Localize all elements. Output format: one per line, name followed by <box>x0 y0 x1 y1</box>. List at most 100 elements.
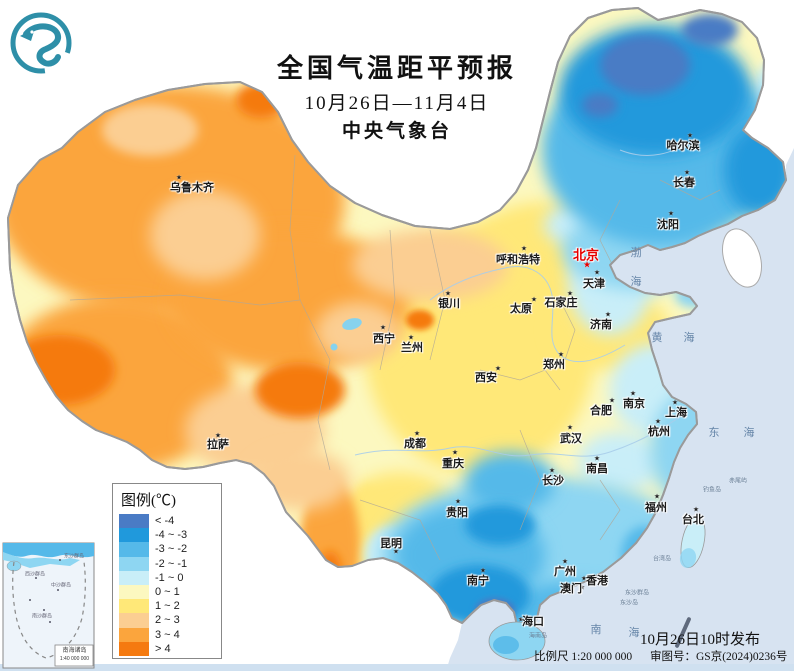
city-marker-star: ★ <box>520 245 528 253</box>
city-marker-star: ★ <box>379 324 387 332</box>
city-label: 上海 <box>665 407 687 419</box>
small-lake <box>330 343 338 351</box>
city-marker-star: ★ <box>479 567 487 575</box>
legend-item: > 4 <box>119 641 221 656</box>
island-label: 台湾岛 <box>652 556 672 563</box>
city-label: 南京 <box>623 398 645 410</box>
city-marker-star: ★ <box>593 455 601 463</box>
legend-swatch <box>119 556 149 571</box>
city-label: 长沙 <box>542 475 564 487</box>
island-label: 海南岛 <box>528 633 548 640</box>
sea-name-glyph: 海 <box>683 332 695 344</box>
legend-label: -3 ~ -2 <box>155 543 188 556</box>
city-label: 台北 <box>682 514 704 526</box>
city-label: 昆明 <box>380 538 402 550</box>
legend-item: -2 ~ -1 <box>119 556 221 571</box>
city-label: 呼和浩特 <box>496 254 540 266</box>
island-label: 东沙群岛 <box>624 590 650 597</box>
sea-name-glyph: 渤 <box>630 247 642 259</box>
legend-item: < -4 <box>119 514 221 529</box>
inset-caption: 南海诸岛 1:40 000 000 <box>56 647 93 664</box>
bottom-neatline <box>0 664 794 671</box>
legend-item: 3 ~ 4 <box>119 627 221 642</box>
city-marker-star: ★ <box>667 210 675 218</box>
city-label: 济南 <box>590 319 612 331</box>
agency-name: 中央气象台 <box>341 121 453 142</box>
city-marker-star: ★ <box>454 498 462 506</box>
korea-peninsula <box>722 228 762 288</box>
inset-island-group-label: 南沙群岛 <box>31 613 53 620</box>
island-label: 赤尾屿 <box>728 478 748 485</box>
city-label: 太原 <box>510 303 532 315</box>
qinghai-lake <box>342 318 362 330</box>
city-marker-star: ★ <box>530 296 538 304</box>
city-label: 石家庄 <box>544 297 578 309</box>
city-label: 哈尔滨 <box>666 140 700 152</box>
city-marker-star: ★ <box>451 449 459 457</box>
legend-swatch <box>119 627 149 642</box>
city-marker-star: ★ <box>582 259 592 270</box>
sea-name-glyph: 海 <box>743 427 755 439</box>
sea-area <box>446 148 794 671</box>
city-label: 南昌 <box>586 463 608 475</box>
legend-label: 2 ~ 3 <box>155 614 180 627</box>
city-marker-star: ★ <box>654 418 662 426</box>
legend-title: 图例(℃) <box>121 493 176 509</box>
city-label: 香港 <box>586 575 608 587</box>
sea-name-glyph: 南 <box>590 624 602 636</box>
city-label: 南宁 <box>467 575 489 587</box>
sea-name-glyph: 黄 <box>651 332 663 344</box>
city-marker-star: ★ <box>392 548 400 556</box>
inset-island-group-label: 中沙群岛 <box>50 582 72 589</box>
city-marker-star: ★ <box>566 424 574 432</box>
city-label: 西宁 <box>373 333 395 345</box>
city-label: 杭州 <box>648 426 670 438</box>
rivers <box>354 141 693 457</box>
city-label: 天津 <box>583 278 605 290</box>
island-label: 钓鱼岛 <box>702 487 722 494</box>
forecast-dates: 10月26日—11月4日 <box>304 93 490 114</box>
city-marker-star: ★ <box>557 351 565 359</box>
city-marker-star: ★ <box>175 174 183 182</box>
anomaly-color-field <box>8 14 786 634</box>
legend-label: -4 ~ -3 <box>155 529 188 542</box>
city-label: 银川 <box>438 298 460 310</box>
city-marker-star: ★ <box>578 584 586 592</box>
city-label: 合肥 <box>590 405 612 417</box>
city-label: 兰州 <box>401 342 423 354</box>
city-marker-star: ★ <box>413 430 421 438</box>
city-marker-star: ★ <box>444 290 452 298</box>
city-marker-star: ★ <box>548 467 556 475</box>
legend-item: -4 ~ -3 <box>119 528 221 543</box>
sea-name-glyph: 海 <box>628 627 640 639</box>
south-china-sea-inset <box>2 542 95 669</box>
city-label: 长春 <box>673 177 695 189</box>
city-marker-star: ★ <box>593 269 601 277</box>
legend-swatch <box>119 584 149 600</box>
approval-number: 审图号：GS京(2024)0236号 <box>650 651 788 663</box>
city-label: 重庆 <box>442 458 464 470</box>
city-marker-star: ★ <box>580 575 588 583</box>
legend-label: 0 ~ 1 <box>155 586 180 599</box>
legend-swatch <box>119 542 149 557</box>
legend-item: -1 ~ 0 <box>119 570 221 585</box>
legend-item: 2 ~ 3 <box>119 613 221 628</box>
city-label: 郑州 <box>543 359 565 371</box>
inset-island-group-label: 东沙群岛 <box>63 553 85 560</box>
legend-item: -3 ~ -2 <box>119 542 221 557</box>
hainan-island <box>488 621 546 661</box>
legend-label: > 4 <box>155 642 171 655</box>
city-label: 沈阳 <box>657 219 679 231</box>
island-label: 东沙岛 <box>619 600 639 607</box>
taiwan-island <box>679 516 706 568</box>
city-marker-star: ★ <box>692 506 700 514</box>
city-label: 成都 <box>404 438 426 450</box>
map-title: 全国气温距平预报 <box>276 54 518 83</box>
legend-swatch <box>119 570 149 585</box>
city-label: 澳门 <box>560 583 582 595</box>
legend-swatch <box>119 514 149 529</box>
legend-item: 0 ~ 1 <box>119 584 221 600</box>
